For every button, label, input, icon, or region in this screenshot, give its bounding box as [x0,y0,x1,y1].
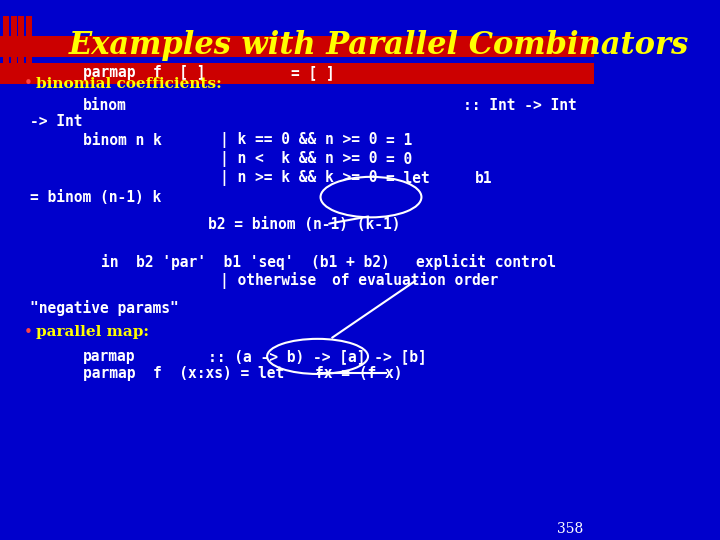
Text: = let: = let [386,171,430,186]
Text: parallel map:: parallel map: [35,325,148,339]
Text: = 0: = 0 [386,152,412,167]
FancyBboxPatch shape [11,16,17,65]
Text: parmap  f  (x:xs) = let: parmap f (x:xs) = let [83,366,284,381]
Text: b1: b1 [475,171,492,186]
Text: binom: binom [83,98,127,113]
FancyBboxPatch shape [3,16,9,65]
Text: = [ ]: = [ ] [291,65,335,80]
Text: 358: 358 [557,522,583,536]
Text: binom n k: binom n k [83,133,162,148]
Text: of evaluation order: of evaluation order [333,273,499,288]
Text: parmap: parmap [83,349,135,364]
Text: "negative params": "negative params" [30,300,179,316]
FancyBboxPatch shape [0,36,593,57]
Text: Examples with Parallel Combinators: Examples with Parallel Combinators [68,30,688,62]
FancyBboxPatch shape [26,16,32,65]
Text: = 1: = 1 [386,133,412,148]
Text: b2 = binom (n-1) (k-1): b2 = binom (n-1) (k-1) [208,217,400,232]
FancyBboxPatch shape [19,16,24,65]
Text: | k == 0 && n >= 0: | k == 0 && n >= 0 [220,132,377,149]
Text: :: Int -> Int: :: Int -> Int [463,98,577,113]
Text: parmap  f  [ ]: parmap f [ ] [83,65,206,80]
Text: in  b2 'par'  b1 'seq'  (b1 + b2): in b2 'par' b1 'seq' (b1 + b2) [101,254,390,270]
Text: fx = (f x): fx = (f x) [315,366,402,381]
Text: | n >= k && k >= 0: | n >= k && k >= 0 [220,170,377,186]
Text: •: • [24,325,32,340]
Text: = binom (n-1) k: = binom (n-1) k [30,190,161,205]
FancyBboxPatch shape [0,63,593,84]
Text: :: (a -> b) -> [a] -> [b]: :: (a -> b) -> [a] -> [b] [208,349,426,364]
Text: explicit control: explicit control [415,254,556,270]
Text: -> Int: -> Int [30,114,82,129]
Text: •: • [24,76,32,91]
Text: binomial coefficients:: binomial coefficients: [35,77,221,91]
Text: | otherwise: | otherwise [220,272,316,289]
Text: | n <  k && n >= 0: | n < k && n >= 0 [220,151,377,167]
